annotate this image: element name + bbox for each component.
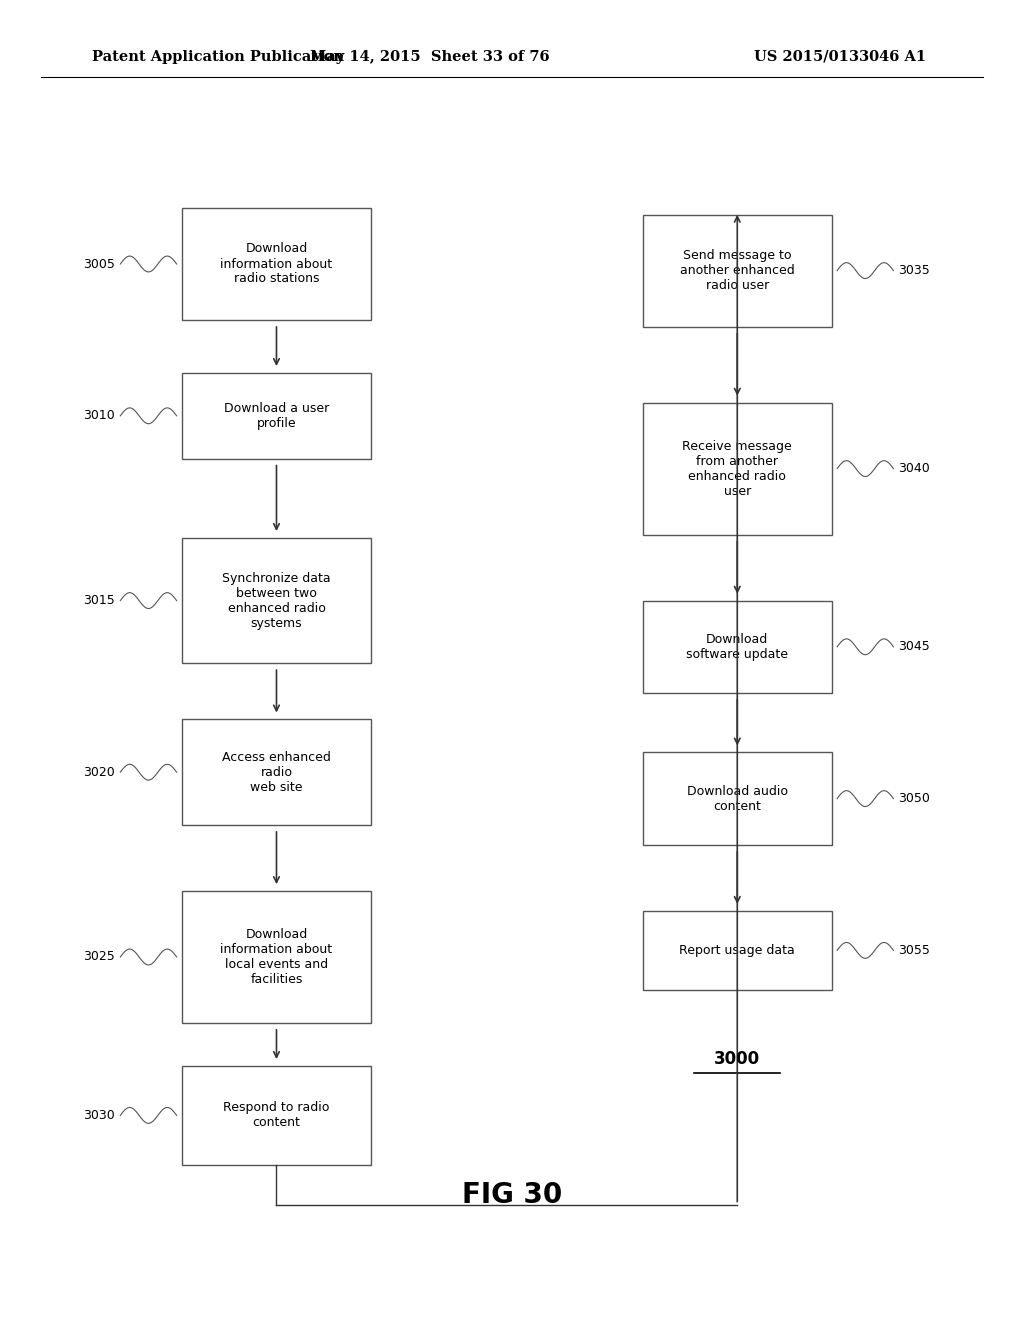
Text: Patent Application Publication: Patent Application Publication xyxy=(92,50,344,63)
FancyBboxPatch shape xyxy=(643,911,831,990)
FancyBboxPatch shape xyxy=(643,214,831,326)
Text: 3010: 3010 xyxy=(83,409,116,422)
Text: Respond to radio
content: Respond to radio content xyxy=(223,1101,330,1130)
Text: Download
information about
local events and
facilities: Download information about local events … xyxy=(220,928,333,986)
Text: Send message to
another enhanced
radio user: Send message to another enhanced radio u… xyxy=(680,249,795,292)
FancyBboxPatch shape xyxy=(182,1067,372,1166)
Text: 3025: 3025 xyxy=(83,950,116,964)
Text: 3005: 3005 xyxy=(83,257,116,271)
Text: Download
information about
radio stations: Download information about radio station… xyxy=(220,243,333,285)
Text: 3055: 3055 xyxy=(899,944,931,957)
Text: 3000: 3000 xyxy=(714,1049,761,1068)
FancyBboxPatch shape xyxy=(182,539,372,663)
Text: Download audio
content: Download audio content xyxy=(687,784,787,813)
Text: Download
software update: Download software update xyxy=(686,632,788,661)
Text: Report usage data: Report usage data xyxy=(679,944,796,957)
Text: 3040: 3040 xyxy=(899,462,931,475)
Text: Synchronize data
between two
enhanced radio
systems: Synchronize data between two enhanced ra… xyxy=(222,572,331,630)
Text: 3020: 3020 xyxy=(83,766,116,779)
FancyBboxPatch shape xyxy=(643,601,831,693)
Text: 3030: 3030 xyxy=(83,1109,116,1122)
Text: May 14, 2015  Sheet 33 of 76: May 14, 2015 Sheet 33 of 76 xyxy=(310,50,550,63)
Text: 3015: 3015 xyxy=(83,594,116,607)
FancyBboxPatch shape xyxy=(182,372,372,458)
Text: US 2015/0133046 A1: US 2015/0133046 A1 xyxy=(754,50,926,63)
FancyBboxPatch shape xyxy=(643,752,831,845)
Text: Access enhanced
radio
web site: Access enhanced radio web site xyxy=(222,751,331,793)
Text: Download a user
profile: Download a user profile xyxy=(224,401,329,430)
FancyBboxPatch shape xyxy=(182,891,372,1023)
FancyBboxPatch shape xyxy=(182,207,372,319)
Text: Receive message
from another
enhanced radio
user: Receive message from another enhanced ra… xyxy=(682,440,793,498)
Text: 3050: 3050 xyxy=(899,792,931,805)
FancyBboxPatch shape xyxy=(643,403,831,535)
FancyBboxPatch shape xyxy=(182,719,372,825)
Text: FIG 30: FIG 30 xyxy=(462,1180,562,1209)
Text: 3035: 3035 xyxy=(899,264,931,277)
Text: 3045: 3045 xyxy=(899,640,931,653)
